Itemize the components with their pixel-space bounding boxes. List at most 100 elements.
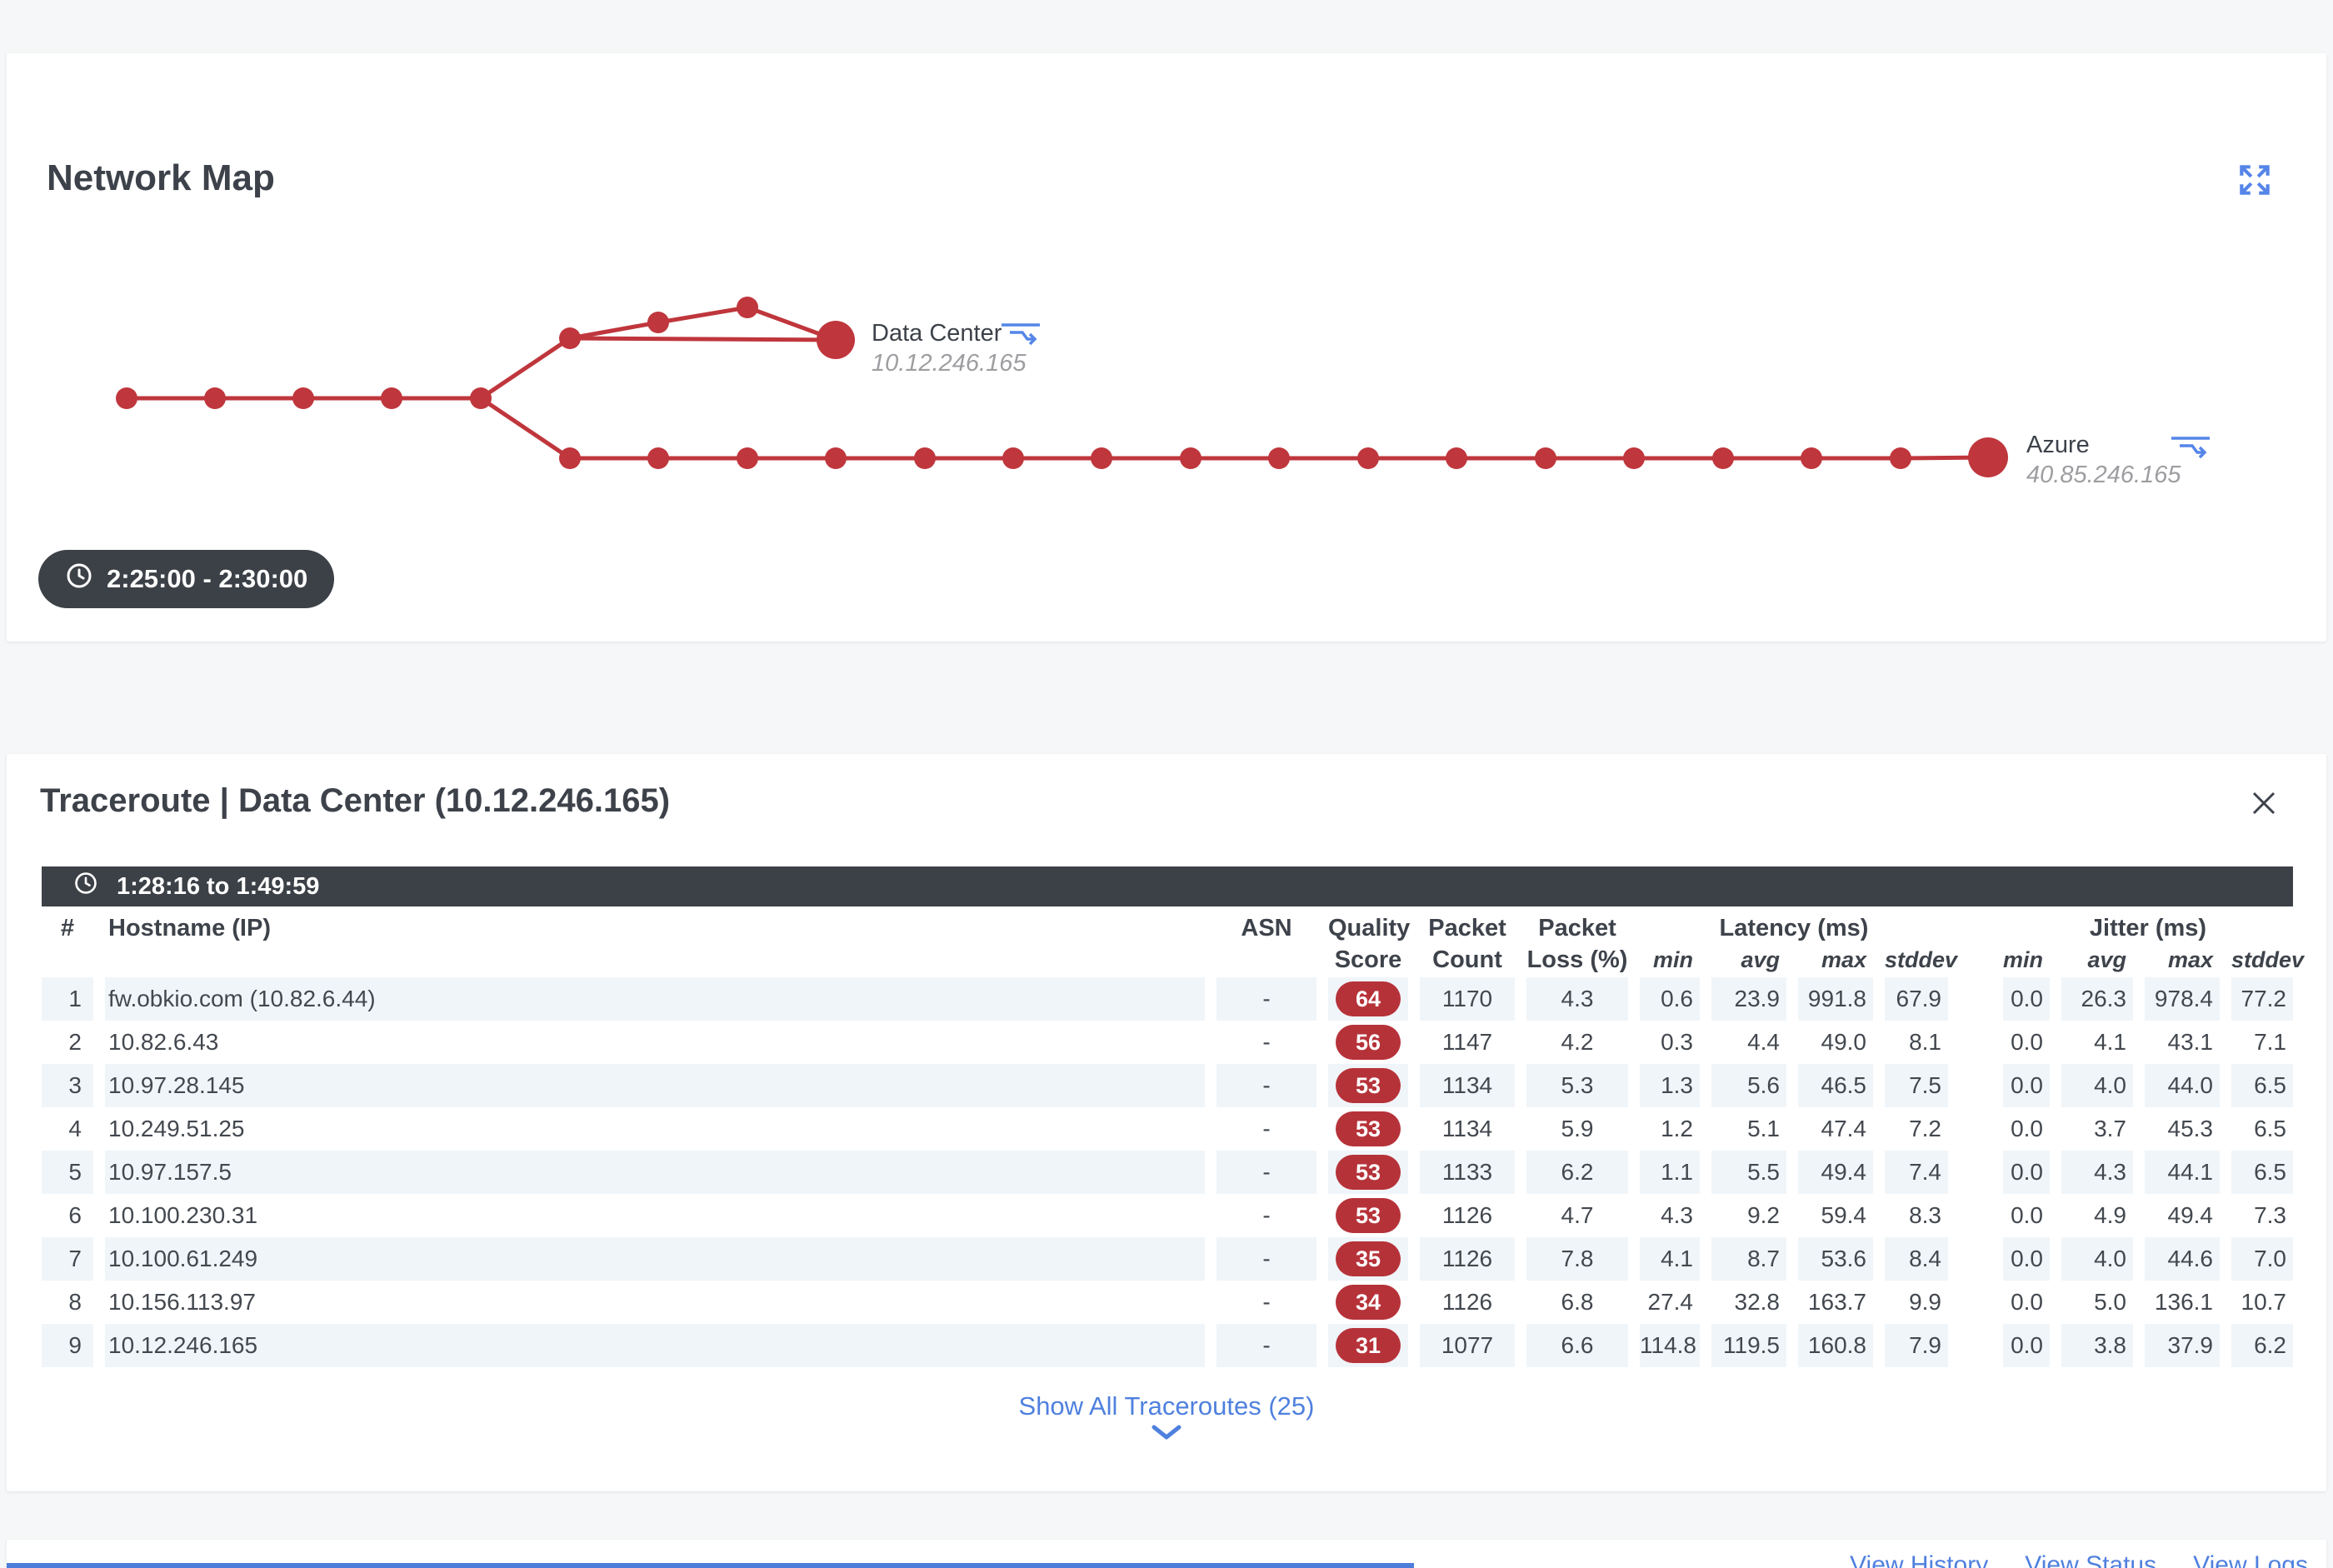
- col-header-num: #: [60, 915, 75, 941]
- map-hop-node[interactable]: [470, 387, 492, 409]
- chevron-down-icon[interactable]: [1152, 1425, 1181, 1441]
- map-hop-node[interactable]: [1268, 447, 1290, 469]
- map-hop-node[interactable]: [1890, 447, 1911, 469]
- cell-asn: -: [1216, 1151, 1316, 1194]
- network-map-svg[interactable]: [7, 53, 2326, 642]
- cell-n: 6.5: [2231, 1064, 2293, 1107]
- footer-links: View History View Status View Logs: [1850, 1551, 2308, 1568]
- map-edge: [657, 305, 748, 325]
- blue-bar: [7, 1563, 1414, 1568]
- quality-score-badge: 64: [1336, 981, 1401, 1016]
- quality-score-badge: 53: [1336, 1198, 1401, 1233]
- cell-n: 4.4: [1747, 1029, 1780, 1055]
- cell-n: 37.9: [2145, 1324, 2220, 1367]
- cell-num: 2: [68, 1029, 82, 1055]
- cell-n: 43.1: [2167, 1029, 2214, 1055]
- map-hop-node[interactable]: [1535, 447, 1556, 469]
- quality-score-badge: 53: [1336, 1155, 1401, 1190]
- cell-n: 0.0: [2003, 1324, 2050, 1367]
- map-hop-node[interactable]: [647, 312, 669, 333]
- cell-n: 49.4: [2167, 1202, 2214, 1228]
- cell-count: 1170: [1420, 977, 1515, 1021]
- footer-link[interactable]: View Status: [2025, 1551, 2157, 1568]
- close-icon[interactable]: [2248, 787, 2280, 819]
- cell-loss: 4.3: [1526, 977, 1628, 1021]
- col-header-hostname: Hostname (IP): [108, 915, 271, 941]
- map-hop-node[interactable]: [1091, 447, 1112, 469]
- map-hop-node[interactable]: [647, 447, 669, 469]
- map-hop-node[interactable]: [1446, 447, 1467, 469]
- table-row: 8 10.156.113.97 - 34 1126 6.8 27.4 32.8 163.7 9.9…: [42, 1281, 2293, 1324]
- map-hop-node[interactable]: [116, 387, 137, 409]
- cell-score: 64: [1328, 977, 1408, 1021]
- cell-count: 1126: [1441, 1289, 1493, 1315]
- cell-asn: -: [1262, 1029, 1271, 1055]
- cell-host: 10.100.230.31: [108, 1202, 258, 1228]
- column-spacer: [1960, 1151, 1991, 1194]
- col-header-latency-avg: avg: [1741, 947, 1780, 972]
- map-endpoint-node[interactable]: [1968, 437, 2008, 477]
- cell-n: 49.0: [1821, 1029, 1867, 1055]
- col-header-latency-max: max: [1821, 947, 1866, 972]
- map-hop-node[interactable]: [737, 447, 758, 469]
- col-header-latency-stddev: stddev: [1885, 947, 1958, 972]
- cell-n: 0.0: [2011, 1116, 2043, 1141]
- cell-n: 0.0: [2003, 1064, 2050, 1107]
- clock-icon: [73, 871, 98, 902]
- map-hop-node[interactable]: [825, 447, 847, 469]
- cell-n: 46.5: [1798, 1064, 1873, 1107]
- cell-n: 1.2: [1661, 1116, 1693, 1141]
- cell-n: 0.0: [2003, 1151, 2050, 1194]
- traceroute-route-icon-datacenter[interactable]: [1000, 322, 1043, 350]
- cell-num: 9: [42, 1324, 93, 1367]
- col-header-jitter-min: min: [2003, 947, 2044, 972]
- traceroute-route-icon-azure[interactable]: [2170, 435, 2213, 463]
- endpoint-name: Azure: [2026, 432, 2090, 458]
- cell-count: 1077: [1420, 1324, 1515, 1367]
- cell-loss: 6.6: [1526, 1324, 1628, 1367]
- col-header-jitter-stddev: stddev: [2231, 947, 2305, 972]
- cell-n: 991.8: [1798, 977, 1873, 1021]
- map-hop-node[interactable]: [1357, 447, 1379, 469]
- quality-score-badge: 35: [1336, 1241, 1401, 1276]
- cell-loss: 7.8: [1526, 1237, 1628, 1281]
- traceroute-time-range: 1:28:16 to 1:49:59: [117, 872, 320, 900]
- map-hop-node[interactable]: [914, 447, 936, 469]
- map-endpoint-node[interactable]: [817, 321, 855, 359]
- map-hop-node[interactable]: [737, 297, 758, 318]
- map-hop-node[interactable]: [559, 447, 581, 469]
- map-hop-node[interactable]: [381, 387, 402, 409]
- cell-n: 119.5: [1711, 1324, 1786, 1367]
- map-hop-node[interactable]: [1623, 447, 1645, 469]
- cell-host: 10.12.246.165: [105, 1324, 1205, 1367]
- cell-count: 1133: [1420, 1151, 1515, 1194]
- endpoint-name: Data Center: [872, 320, 1002, 347]
- map-hop-node[interactable]: [1801, 447, 1822, 469]
- cell-n: 4.9: [2094, 1202, 2126, 1228]
- network-map-card: Network Map Data Center 10.12.246.165 Az…: [7, 53, 2326, 642]
- cell-score: 53: [1328, 1151, 1408, 1194]
- cell-n: 4.1: [1640, 1237, 1700, 1281]
- map-hop-node[interactable]: [204, 387, 226, 409]
- map-hop-node[interactable]: [292, 387, 314, 409]
- cell-loss: 6.2: [1526, 1151, 1628, 1194]
- cell-n: 8.1: [1909, 1029, 1941, 1055]
- table-row: 2 10.82.6.43 - 56 1147 4.2 0.3 4.4 49.0 8.1 0.0 4.1…: [42, 1021, 2293, 1064]
- map-edge: [479, 396, 572, 461]
- footer-link[interactable]: View History: [1850, 1551, 1989, 1568]
- table-row: 3 10.97.28.145-53 1134 5.3 1.3 5.6 46.5 7.5 0.0 4…: [42, 1064, 2293, 1107]
- cell-n: 6.2: [2231, 1324, 2293, 1367]
- map-hop-node[interactable]: [1712, 447, 1734, 469]
- cell-asn: -: [1262, 1202, 1271, 1228]
- col-header-asn: ASN: [1241, 915, 1292, 941]
- show-all-traceroutes-link[interactable]: Show All Traceroutes (25): [1018, 1391, 1315, 1421]
- col-header-packet-count: Packet Count: [1428, 915, 1506, 973]
- footer-link[interactable]: View Logs: [2193, 1551, 2308, 1568]
- expand-icon[interactable]: [2235, 160, 2275, 200]
- cell-n: 47.4: [1821, 1116, 1867, 1141]
- cell-n: 1.3: [1640, 1064, 1700, 1107]
- map-hop-node[interactable]: [559, 327, 581, 349]
- map-hop-node[interactable]: [1002, 447, 1024, 469]
- map-hop-node[interactable]: [1180, 447, 1201, 469]
